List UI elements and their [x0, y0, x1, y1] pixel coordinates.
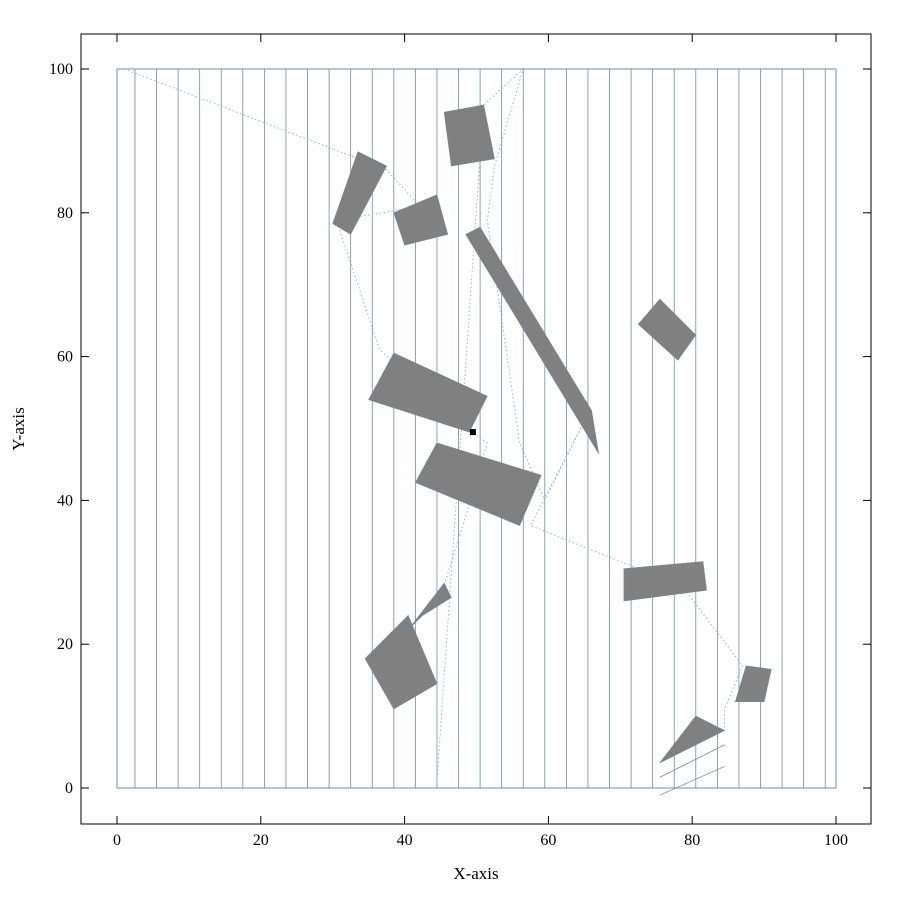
obstacle-upper-left [332, 151, 388, 235]
obstacle-long-diagonal [465, 226, 600, 454]
x-tick-label-0: 0 [113, 832, 121, 849]
path-line [124, 67, 744, 781]
x-tick-label-4: 80 [684, 832, 700, 849]
start-marker [469, 429, 476, 436]
axis-ticks: 0 20 40 60 80 100 0 20 40 60 80 100 [49, 34, 871, 849]
hatch-line-0 [659, 744, 725, 778]
plot-frame [80, 33, 872, 825]
y-tick-label-3: 60 [57, 349, 73, 366]
obstacle-right-small [637, 298, 697, 361]
obstacle-upper-mid [393, 194, 449, 246]
boundary [116, 68, 837, 789]
x-tick-label-2: 40 [397, 832, 413, 849]
obstacle-bottom-triangle [659, 715, 726, 764]
hatch-line-1 [659, 766, 725, 796]
obstacle-center-lower [414, 442, 542, 526]
x-axis-label: X-axis [453, 864, 498, 883]
x-tick-label-1: 20 [253, 832, 269, 849]
obstacle-center-upper [368, 352, 488, 433]
y-tick-label-1: 20 [57, 636, 73, 653]
y-tick-label-5: 100 [49, 61, 73, 78]
start-point-marker [469, 429, 476, 436]
coverage-path [124, 67, 744, 781]
obstacle-lower-left [364, 614, 438, 710]
x-tick-label-3: 60 [540, 832, 556, 849]
y-tick-label-4: 80 [57, 205, 73, 222]
y-tick-label-2: 40 [57, 492, 73, 509]
obstacles [332, 104, 772, 764]
boundary-polygon [116, 68, 837, 789]
y-axis-label: Y-axis [9, 407, 28, 450]
obstacle-lower-left-spike [407, 582, 452, 631]
x-tick-label-5: 100 [824, 832, 848, 849]
obstacle-top-center [443, 104, 495, 167]
obstacle-bottom-right [734, 665, 772, 703]
y-tick-label-0: 0 [65, 780, 73, 797]
obstacle-right-bar [623, 561, 707, 602]
